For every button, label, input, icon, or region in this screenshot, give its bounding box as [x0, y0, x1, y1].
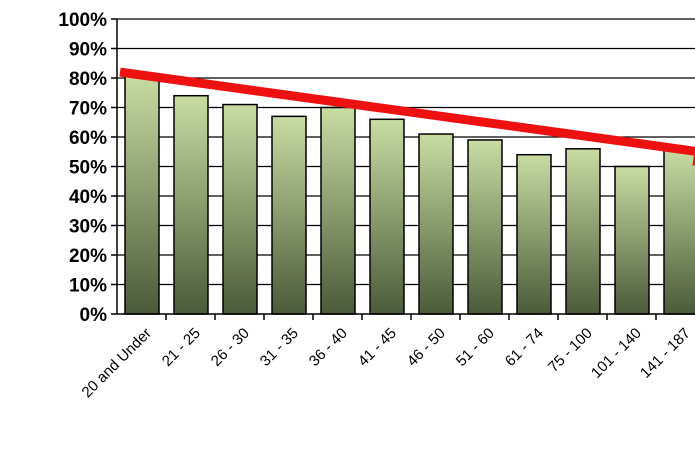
y-tick-label: 90%	[69, 40, 107, 61]
trend-arrow	[119, 67, 695, 167]
bar-75-100	[565, 148, 601, 315]
y-tick-label: 80%	[69, 69, 107, 90]
x-tick-label: 26 - 30	[208, 325, 253, 370]
trend-arrow-shaft	[119, 67, 695, 156]
x-tick-label: 141 - 187	[637, 325, 694, 382]
bar-46-50	[418, 133, 454, 315]
y-tick-label: 50%	[69, 158, 107, 179]
y-axis-tick-labels: 0% 10% 20% 30% 40% 50% 60% 70% 80% 90% 100%	[58, 10, 107, 326]
x-tick-label: 31 - 35	[257, 325, 302, 370]
x-tick-label: 20 and Under	[79, 325, 155, 401]
x-tick-label: 21 - 25	[159, 325, 204, 370]
x-axis-tick-labels: 20 and Under 21 - 25 26 - 30 31 - 35 36 - 40…	[79, 325, 694, 401]
y-tick-label: 20%	[69, 246, 107, 267]
bar-26-30	[222, 103, 258, 315]
y-tick-label: 10%	[69, 276, 107, 297]
y-tick-label: 100%	[58, 10, 107, 31]
bar-20andunder	[124, 74, 160, 315]
bar-61-74	[516, 153, 552, 315]
y-tick-label: 60%	[69, 128, 107, 149]
bar-21-25	[173, 94, 209, 315]
y-tick-label: 70%	[69, 99, 107, 120]
y-tick-label: 30%	[69, 217, 107, 238]
bar-41-45	[369, 118, 405, 315]
x-tick-label: 51 - 60	[453, 325, 498, 370]
bar-31-35	[271, 115, 307, 315]
bars	[124, 74, 695, 315]
axes	[116, 19, 695, 320]
bar-51-60	[467, 139, 503, 315]
y-tick-label: 0%	[80, 305, 108, 326]
bar-141-187	[663, 148, 695, 315]
x-tick-label: 61 - 74	[502, 325, 547, 370]
y-tick-label: 40%	[69, 187, 107, 208]
x-tick-label: 101 - 140	[588, 325, 645, 382]
x-tick-label: 46 - 50	[404, 325, 449, 370]
bar-101-140	[614, 165, 650, 315]
x-tick-label: 36 - 40	[306, 325, 351, 370]
x-tick-label: 41 - 45	[355, 325, 400, 370]
trend-arrow-head	[692, 147, 695, 167]
bar-36-40	[320, 106, 356, 315]
